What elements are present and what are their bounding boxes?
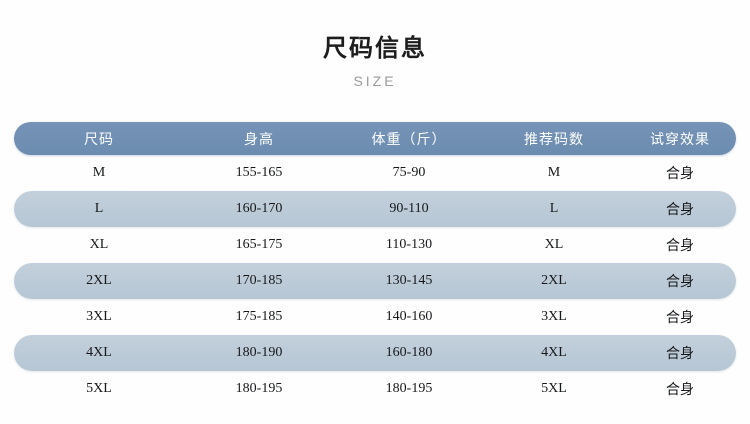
size-table: 尺码 身高 体重（斤） 推荐码数 试穿效果 M 155-165 75-90 M … — [14, 122, 736, 407]
cell-fit: 合身 — [666, 383, 694, 398]
cell-weight: 90-110 — [389, 201, 429, 216]
table-row: 3XL 175-185 140-160 3XL 合身 — [14, 299, 736, 335]
table-row: M 155-165 75-90 M 合身 — [14, 155, 736, 191]
cell-fit: 合身 — [666, 203, 694, 218]
cell-recommended: 3XL — [541, 309, 567, 324]
cell-height: 175-185 — [235, 309, 283, 324]
cell-recommended: XL — [544, 237, 564, 252]
cell-size: 2XL — [86, 273, 112, 288]
cell-height: 165-175 — [235, 237, 283, 252]
column-header-size: 尺码 — [84, 130, 114, 147]
cell-size: XL — [89, 237, 109, 252]
table-row: 4XL 180-190 160-180 4XL 合身 — [14, 335, 736, 371]
cell-height: 170-185 — [235, 273, 283, 288]
cell-height: 160-170 — [235, 201, 283, 216]
cell-height: 180-195 — [235, 381, 283, 396]
cell-fit: 合身 — [666, 239, 694, 254]
page-title: 尺码信息 — [323, 35, 427, 62]
cell-recommended: 2XL — [541, 273, 567, 288]
cell-size: M — [92, 165, 106, 180]
table-row: 2XL 170-185 130-145 2XL 合身 — [14, 263, 736, 299]
cell-recommended: 4XL — [541, 345, 567, 360]
column-header-recommended: 推荐码数 — [524, 130, 584, 147]
table-row: L 160-170 90-110 L 合身 — [14, 191, 736, 227]
cell-weight: 75-90 — [392, 165, 426, 180]
table-header-row: 尺码 身高 体重（斤） 推荐码数 试穿效果 — [14, 122, 736, 155]
column-header-fit: 试穿效果 — [650, 130, 710, 147]
cell-size: L — [94, 201, 104, 216]
cell-weight: 110-130 — [385, 237, 433, 252]
table-row: XL 165-175 110-130 XL 合身 — [14, 227, 736, 263]
cell-recommended: M — [547, 165, 561, 180]
heading-block: 尺码信息 SIZE — [0, 0, 750, 90]
cell-size: 3XL — [86, 309, 112, 324]
cell-weight: 140-160 — [385, 309, 433, 324]
cell-height: 180-190 — [235, 345, 283, 360]
cell-height: 155-165 — [235, 165, 283, 180]
table-row: 5XL 180-195 180-195 5XL 合身 — [14, 371, 736, 407]
cell-fit: 合身 — [666, 311, 694, 326]
cell-fit: 合身 — [666, 347, 694, 362]
cell-size: 5XL — [86, 381, 112, 396]
page-subtitle: SIZE — [353, 73, 397, 89]
column-header-weight: 体重（斤） — [371, 130, 447, 147]
cell-fit: 合身 — [666, 167, 694, 182]
cell-weight: 180-195 — [385, 381, 433, 396]
cell-size: 4XL — [86, 345, 112, 360]
column-header-height: 身高 — [244, 130, 274, 147]
cell-weight: 130-145 — [385, 273, 433, 288]
cell-recommended: 5XL — [541, 381, 567, 396]
cell-weight: 160-180 — [385, 345, 433, 360]
cell-recommended: L — [549, 201, 559, 216]
cell-fit: 合身 — [666, 275, 694, 290]
